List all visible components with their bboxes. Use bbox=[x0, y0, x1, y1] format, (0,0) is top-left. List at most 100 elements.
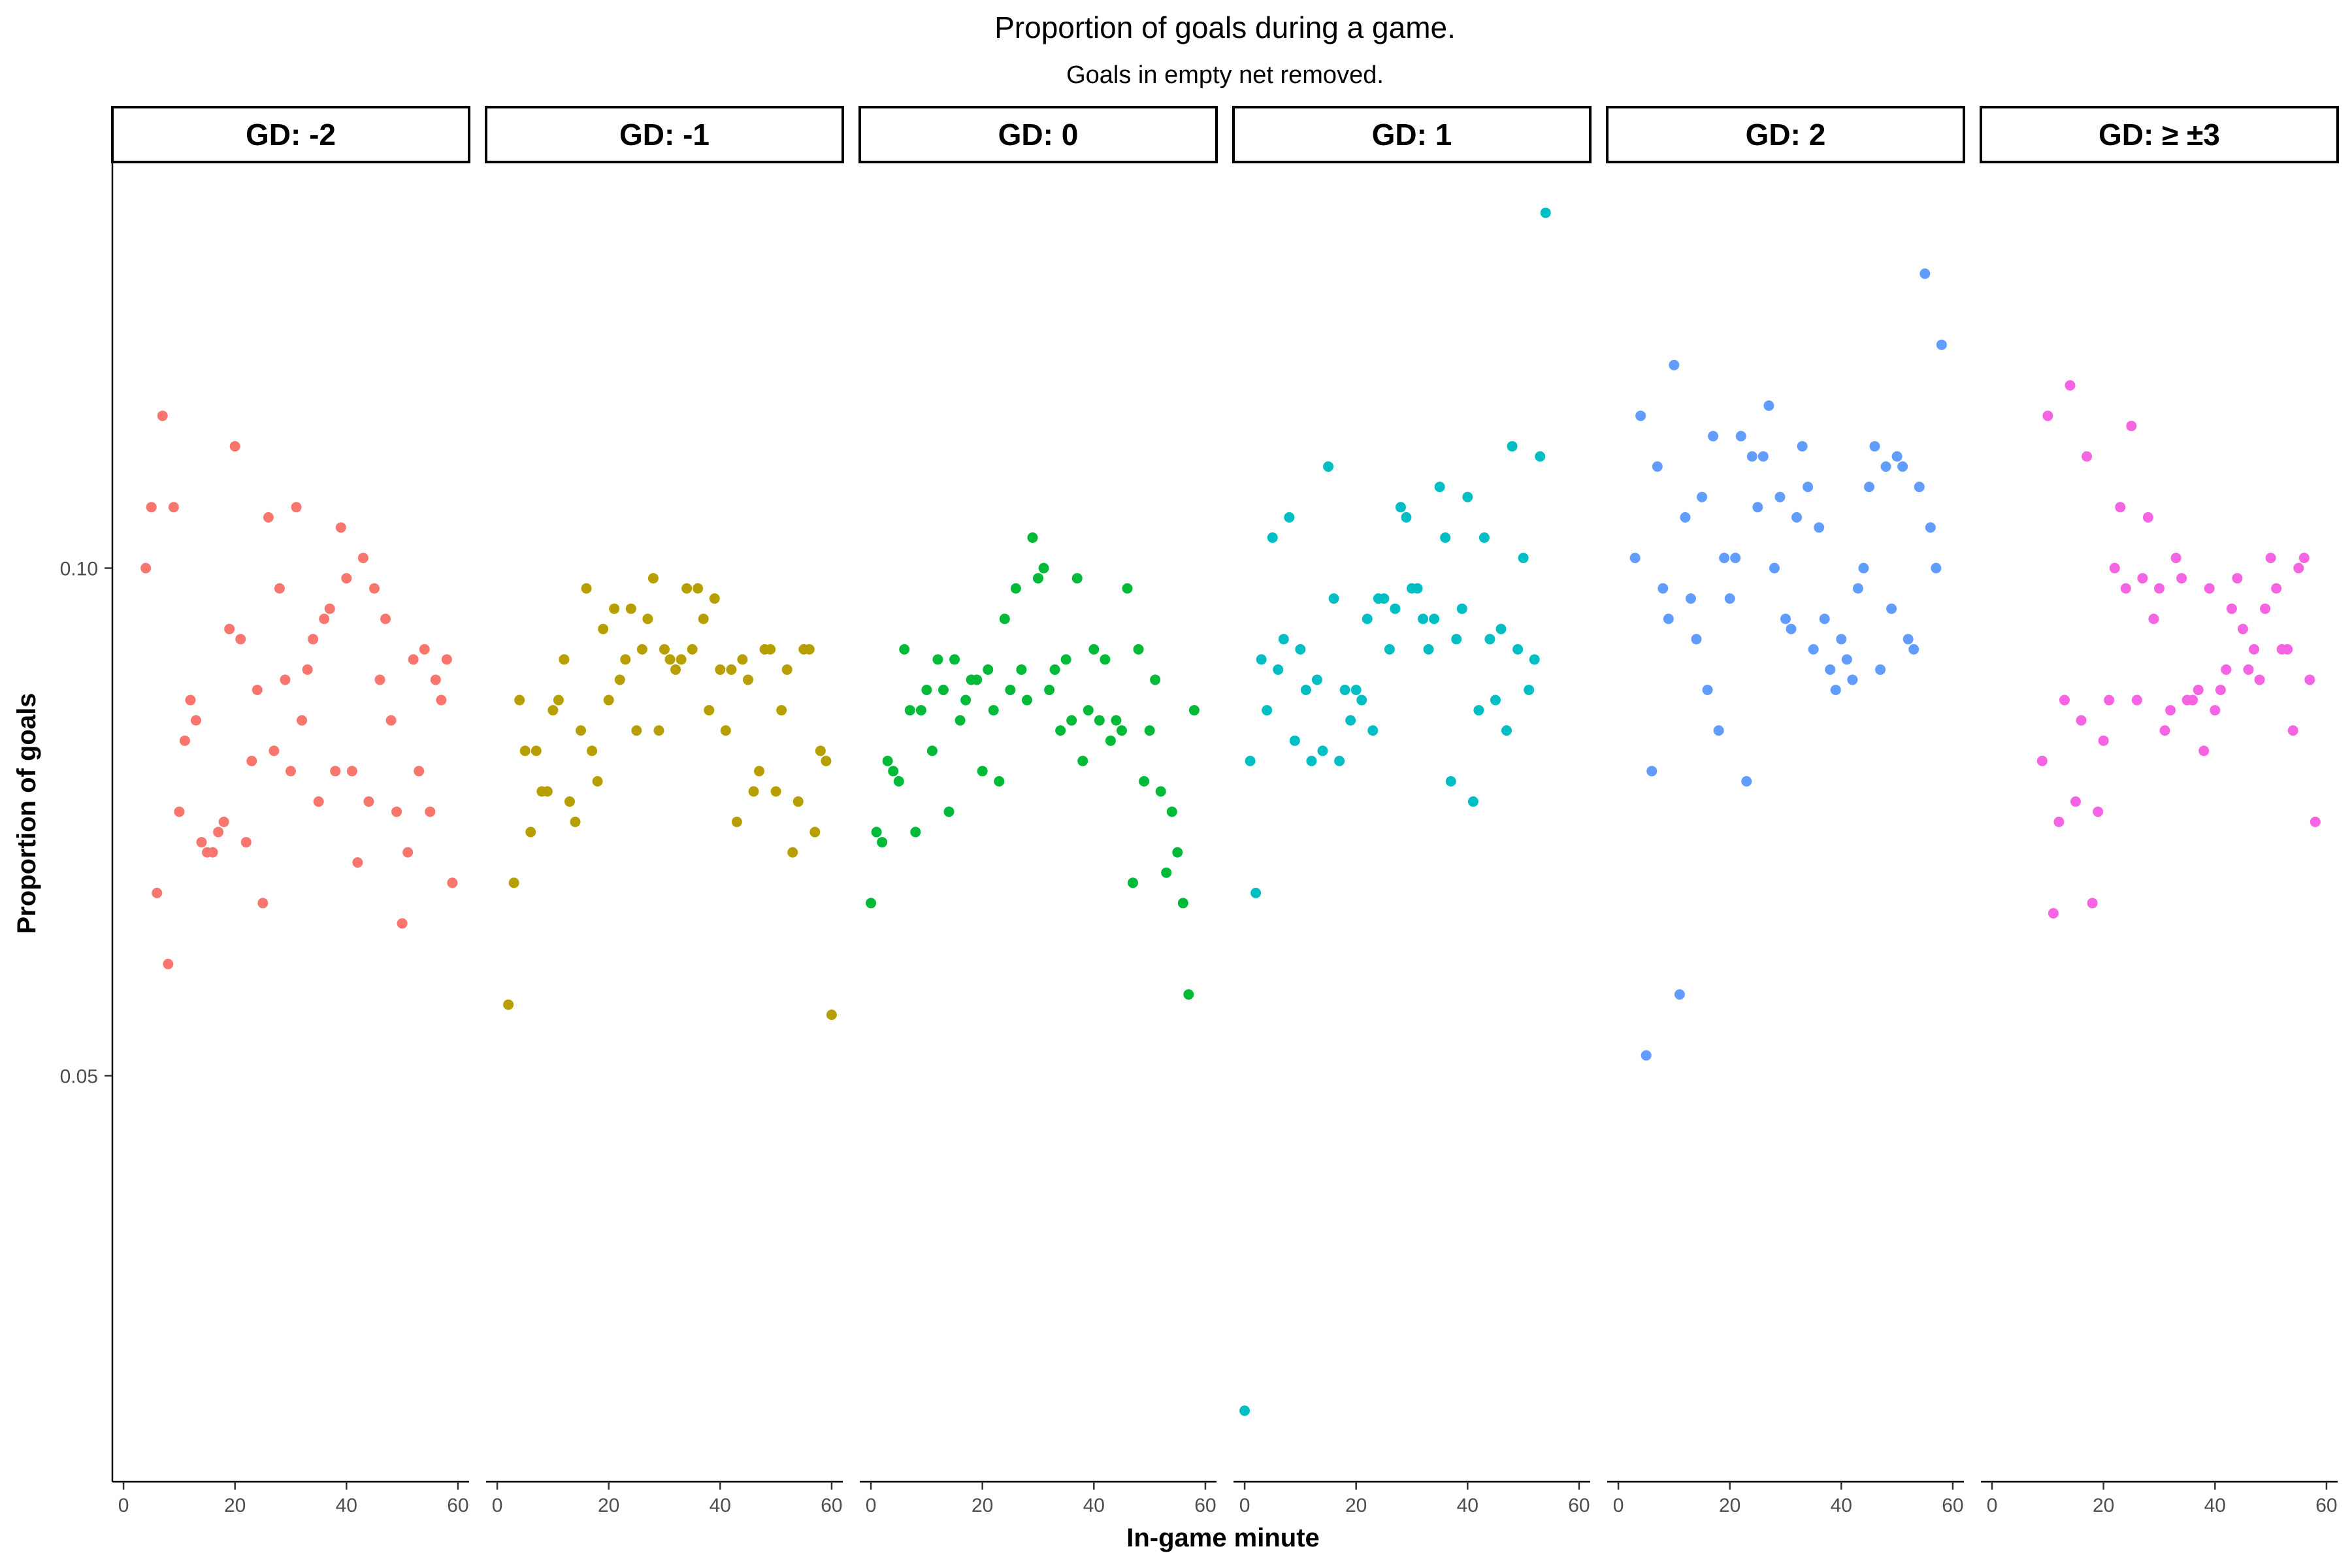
data-point bbox=[2249, 644, 2260, 655]
data-point bbox=[1490, 694, 1501, 706]
data-point bbox=[1049, 664, 1060, 675]
data-point bbox=[2087, 898, 2098, 909]
data-point bbox=[960, 694, 972, 706]
data-point bbox=[1033, 573, 1043, 584]
data-point bbox=[1323, 461, 1334, 472]
data-point bbox=[2260, 603, 2271, 614]
data-point bbox=[346, 766, 357, 777]
data-point bbox=[938, 685, 949, 695]
data-point bbox=[2053, 817, 2065, 827]
data-point bbox=[893, 776, 904, 787]
data-point bbox=[2065, 380, 2076, 391]
data-point bbox=[603, 694, 614, 706]
data-point bbox=[531, 745, 542, 757]
data-point bbox=[291, 502, 302, 513]
data-point bbox=[1719, 553, 1730, 563]
data-point bbox=[196, 837, 207, 848]
data-point bbox=[357, 553, 368, 563]
data-point bbox=[1540, 207, 1551, 218]
data-point bbox=[559, 654, 570, 665]
data-point bbox=[1401, 512, 1412, 523]
data-point bbox=[1741, 776, 1752, 787]
x-tick-label: 20 bbox=[972, 1495, 993, 1516]
data-point bbox=[1629, 553, 1641, 563]
data-point bbox=[1730, 553, 1741, 563]
data-point bbox=[1914, 482, 1925, 493]
x-tick-label: 0 bbox=[866, 1495, 877, 1516]
data-point bbox=[1786, 623, 1797, 634]
data-point bbox=[748, 786, 759, 797]
data-point bbox=[430, 674, 441, 685]
x-tick-label: 40 bbox=[710, 1495, 731, 1516]
data-point bbox=[1702, 685, 1713, 695]
x-tick-label: 20 bbox=[598, 1495, 619, 1516]
data-point bbox=[576, 725, 587, 736]
data-point bbox=[1886, 603, 1897, 614]
x-tick-label: 40 bbox=[2204, 1495, 2226, 1516]
data-point bbox=[1083, 705, 1094, 716]
data-point bbox=[1825, 664, 1836, 675]
data-point bbox=[252, 685, 263, 695]
data-point bbox=[152, 887, 163, 898]
data-point bbox=[179, 735, 190, 746]
data-point bbox=[737, 654, 748, 665]
data-point bbox=[1635, 410, 1646, 421]
data-point bbox=[787, 847, 798, 858]
facet-panel: GD: 0 0 20 40 60 bbox=[858, 106, 1218, 1516]
data-point bbox=[664, 654, 676, 665]
data-point bbox=[2210, 705, 2221, 716]
data-point bbox=[1774, 491, 1786, 502]
data-point bbox=[414, 766, 425, 777]
y-tick-label: 0.10 bbox=[60, 559, 98, 580]
data-point bbox=[1841, 654, 1852, 665]
data-point bbox=[1384, 644, 1395, 655]
data-point bbox=[983, 664, 994, 675]
data-point bbox=[157, 410, 168, 421]
data-point bbox=[826, 1009, 837, 1021]
data-point bbox=[1300, 685, 1311, 695]
data-point bbox=[770, 786, 781, 797]
data-point bbox=[2137, 573, 2148, 584]
data-point bbox=[1267, 532, 1278, 543]
data-point bbox=[926, 745, 938, 757]
data-point bbox=[2226, 603, 2237, 614]
data-point bbox=[866, 898, 877, 909]
x-tick-label: 60 bbox=[1568, 1495, 1590, 1516]
data-point bbox=[1412, 583, 1423, 594]
data-point bbox=[1819, 613, 1830, 625]
data-point bbox=[988, 705, 999, 716]
data-point bbox=[2176, 573, 2187, 584]
data-point bbox=[1044, 685, 1055, 695]
data-point bbox=[2148, 613, 2159, 625]
data-point bbox=[374, 674, 385, 685]
data-point bbox=[932, 654, 943, 665]
data-point bbox=[263, 512, 274, 523]
data-point bbox=[2082, 451, 2093, 462]
data-point bbox=[1836, 634, 1847, 645]
data-point bbox=[1484, 634, 1495, 645]
data-point bbox=[2304, 674, 2315, 685]
data-point bbox=[910, 826, 921, 838]
data-point bbox=[899, 644, 910, 655]
data-point bbox=[185, 694, 196, 706]
x-tick-label: 60 bbox=[1942, 1495, 1963, 1516]
data-point bbox=[1830, 685, 1841, 695]
data-point bbox=[792, 796, 804, 807]
x-tick-label: 40 bbox=[1831, 1495, 1852, 1516]
data-point bbox=[1507, 441, 1518, 452]
data-point bbox=[1897, 461, 1908, 472]
data-point bbox=[302, 664, 313, 675]
data-point bbox=[1345, 715, 1356, 726]
data-point bbox=[1724, 593, 1735, 604]
data-point bbox=[1752, 502, 1763, 513]
data-point bbox=[1245, 755, 1256, 766]
data-point bbox=[503, 999, 514, 1010]
data-point bbox=[274, 583, 285, 594]
data-point bbox=[704, 705, 715, 716]
data-point bbox=[587, 745, 598, 757]
data-point bbox=[525, 826, 536, 838]
data-point bbox=[391, 806, 402, 817]
data-point bbox=[2154, 583, 2164, 594]
data-point bbox=[229, 441, 240, 452]
facet-strip bbox=[111, 106, 470, 163]
